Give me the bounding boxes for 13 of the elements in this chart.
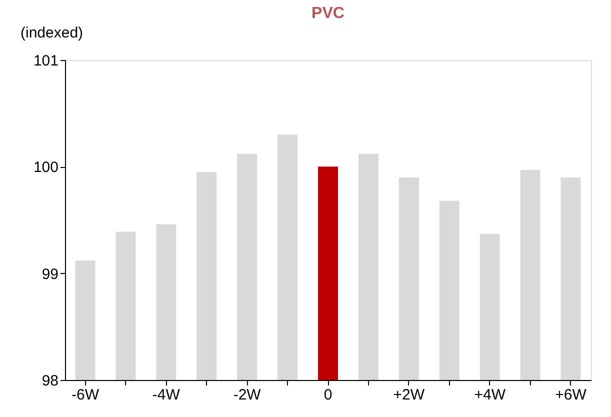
y-tick-label: 98: [42, 372, 58, 390]
y-tick-label: 101: [33, 52, 58, 70]
chart-title: PVC: [312, 5, 345, 22]
x-tick-label: +4W: [474, 386, 506, 404]
x-tick-label: 0: [324, 386, 332, 404]
x-tick-label: +2W: [393, 386, 426, 404]
x-tick-label: +6W: [555, 386, 588, 404]
x-tick-label: -4W: [152, 386, 181, 404]
y-tick-label: 99: [42, 266, 58, 283]
x-tick-label: -2W: [233, 386, 262, 404]
y-axis-title: (indexed): [20, 24, 84, 42]
x-tick-label: -6W: [71, 386, 100, 404]
y-tick-label: 100: [33, 159, 58, 176]
